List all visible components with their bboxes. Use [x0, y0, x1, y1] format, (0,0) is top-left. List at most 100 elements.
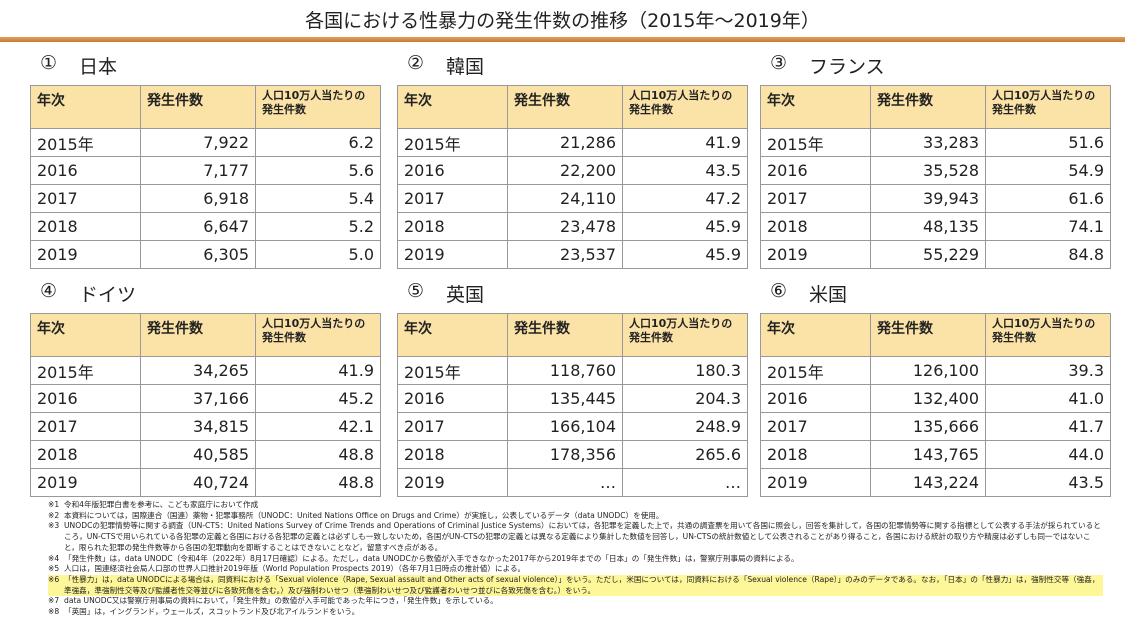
note-mark: ※1: [48, 500, 60, 509]
table-row: 2016 135,445 204.3: [397, 384, 748, 413]
value-cell: 118,760: [507, 356, 623, 385]
table-row: 2019 40,724 48.8: [30, 468, 381, 497]
column-header: 発生件数: [507, 85, 623, 129]
note: ※2 本資料については，国際連合（国連）薬物・犯罪事務所（UNODC：United…: [48, 511, 1103, 522]
table-heading: ① 日本: [40, 52, 117, 79]
year-cell: 2017: [760, 184, 871, 213]
table-row: 2015年 7,922 6.2: [30, 128, 381, 157]
note: ※7 data UNODC又は警察庁刑事局の資料において，「発生件数」の数値が入手…: [48, 596, 1103, 607]
table-row: 2019 55,229 84.8: [760, 240, 1111, 269]
value-cell: 6,305: [140, 240, 256, 269]
value-cell: 45.2: [255, 384, 381, 413]
heading-number: ①: [40, 52, 58, 74]
value-cell: 265.6: [622, 440, 748, 469]
data-table: 年次 発生件数 人口10万人当たりの発生件数 2015年 126,100 39.3 2016…: [760, 313, 1111, 497]
value-cell: 23,478: [507, 212, 623, 241]
value-cell: 248.9: [622, 412, 748, 441]
heading-country: 米国: [809, 284, 848, 306]
value-cell: 7,177: [140, 156, 256, 185]
table-row: 2017 34,815 42.1: [30, 412, 381, 441]
value-cell: …: [622, 468, 748, 497]
table-row: 2018 48,135 74.1: [760, 212, 1111, 241]
note-text: 人口は，国連経済社会局人口部の世界人口推計2019年版（World Popula…: [64, 564, 526, 574]
note: ※6 「性暴力」は，data UNODCによる場合は，同資料における「Sexual…: [48, 574, 1103, 597]
note: ※3 UNODCの犯罪情勢等に関する調査（UN-CTS：United Nation…: [48, 521, 1103, 553]
column-header: 発生件数: [507, 313, 623, 357]
table-heading: ② 韓国: [407, 52, 484, 79]
table-row: 2019……: [397, 468, 748, 497]
column-header: 人口10万人当たりの発生件数: [622, 85, 748, 129]
value-cell: 44.0: [985, 440, 1111, 469]
heading-country: フランス: [809, 56, 885, 78]
value-cell: 24,110: [507, 184, 623, 213]
value-cell: 39.3: [985, 356, 1111, 385]
value-cell: 48,135: [870, 212, 986, 241]
note: ※8 「英国」は，イングランド，ウェールズ，スコットランド及び北アイルランドをいう…: [48, 607, 1103, 618]
column-header: 発生件数: [140, 85, 256, 129]
value-cell: 135,445: [507, 384, 623, 413]
value-cell: 5.2: [255, 212, 381, 241]
year-cell: 2019: [30, 240, 141, 269]
year-cell: 2018: [397, 440, 508, 469]
value-cell: 126,100: [870, 356, 986, 385]
column-header: 年次: [30, 313, 141, 357]
table-row: 2016 132,400 41.0: [760, 384, 1111, 413]
value-cell: 55,229: [870, 240, 986, 269]
table-row: 2015年 33,283 51.6: [760, 128, 1111, 157]
table-row: 2015年 21,286 41.9: [397, 128, 748, 157]
column-header: 年次: [397, 85, 508, 129]
value-cell: 48.8: [255, 468, 381, 497]
header-row: 年次 発生件数 人口10万人当たりの発生件数: [760, 85, 1111, 129]
value-cell: 5.0: [255, 240, 381, 269]
data-table: 年次 発生件数 人口10万人当たりの発生件数 2015年 21,286 41.9 2016 2…: [397, 85, 748, 269]
value-cell: 7,922: [140, 128, 256, 157]
note-text: 「性暴力」は，data UNODCによる場合は，同資料における「Sexual v…: [64, 574, 1100, 595]
value-cell: 35,528: [870, 156, 986, 185]
header-row: 年次 発生件数 人口10万人当たりの発生件数: [760, 313, 1111, 357]
table-row: 2015年 34,265 41.9: [30, 356, 381, 385]
data-table: 年次 発生件数 人口10万人当たりの発生件数 2015年 7,922 6.2 2016 7,1…: [30, 85, 381, 269]
value-cell: 45.9: [622, 240, 748, 269]
heading-number: ②: [407, 52, 425, 74]
value-cell: 40,585: [140, 440, 256, 469]
heading-number: ⑥: [770, 280, 788, 302]
value-cell: 41.9: [255, 356, 381, 385]
value-cell: 41.7: [985, 412, 1111, 441]
value-cell: 61.6: [985, 184, 1111, 213]
value-cell: 41.9: [622, 128, 748, 157]
table-row: 2019 6,305 5.0: [30, 240, 381, 269]
year-cell: 2017: [30, 412, 141, 441]
year-cell: 2016: [397, 156, 508, 185]
column-header: 人口10万人当たりの発生件数: [255, 85, 381, 129]
note-text: UNODCの犯罪情勢等に関する調査（UN-CTS：United Nations …: [64, 521, 1101, 552]
value-cell: 42.1: [255, 412, 381, 441]
header-row: 年次 発生件数 人口10万人当たりの発生件数: [397, 85, 748, 129]
year-cell: 2019: [760, 468, 871, 497]
column-header: 人口10万人当たりの発生件数: [985, 313, 1111, 357]
column-header: 発生件数: [870, 313, 986, 357]
value-cell: 84.8: [985, 240, 1111, 269]
column-header: 年次: [760, 85, 871, 129]
year-cell: 2015年: [397, 128, 508, 157]
year-cell: 2015年: [397, 356, 508, 385]
note-mark: ※4: [48, 553, 60, 563]
column-header: 年次: [30, 85, 141, 129]
year-cell: 2016: [760, 384, 871, 413]
year-cell: 2015年: [760, 356, 871, 385]
year-cell: 2019: [397, 240, 508, 269]
column-header: 年次: [760, 313, 871, 357]
data-table: 年次 発生件数 人口10万人当たりの発生件数 2015年 33,283 51.6 2016 3…: [760, 85, 1111, 269]
value-cell: 6,647: [140, 212, 256, 241]
data-table: 年次 発生件数 人口10万人当たりの発生件数 2015年 34,265 41.9 2016 3…: [30, 313, 381, 497]
heading-number: ④: [40, 280, 58, 302]
table-row: 2016 7,177 5.6: [30, 156, 381, 185]
note-mark: ※6: [48, 574, 60, 584]
value-cell: 51.6: [985, 128, 1111, 157]
value-cell: 132,400: [870, 384, 986, 413]
table-row: 2018 23,478 45.9: [397, 212, 748, 241]
value-cell: 143,765: [870, 440, 986, 469]
heading-country: 日本: [79, 56, 118, 78]
value-cell: 45.9: [622, 212, 748, 241]
column-header: 発生件数: [870, 85, 986, 129]
heading-country: ドイツ: [79, 284, 137, 306]
